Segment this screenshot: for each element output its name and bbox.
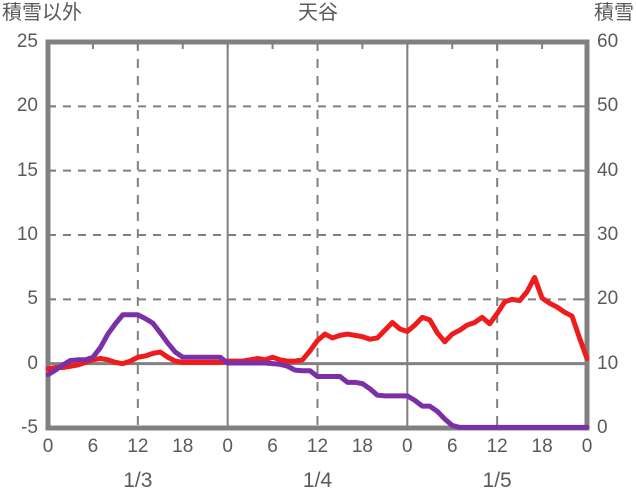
series-line-snow-depth: [45, 312, 590, 430]
y-axis-tick-label-right: 40: [597, 159, 619, 181]
x-axis-tick-label: 18: [172, 436, 194, 457]
x-axis-tick-label: 0: [222, 436, 233, 457]
x-axis-date-label: 1/3: [123, 469, 153, 492]
left-axis-title: 積雪以外: [2, 2, 82, 24]
x-axis-date-label: 1/5: [482, 469, 512, 492]
x-axis-tick-label: 6: [87, 436, 99, 457]
y-axis-tick-label-left: 5: [27, 288, 38, 310]
x-axis-tick-label: 12: [127, 436, 149, 457]
y-axis-tick-label-left: 15: [16, 159, 38, 181]
y-axis-tick-label-right: 30: [597, 224, 619, 245]
y-axis-tick-label-right: 60: [597, 31, 619, 52]
chart-title: 天谷: [298, 2, 338, 24]
x-axis-tick-label: 0: [42, 436, 54, 457]
tick-marks: [48, 42, 587, 365]
right-axis-title: 積雪: [594, 2, 634, 24]
y-axis-tick-label-right: 50: [597, 95, 619, 117]
y-axis-tick-label-left: 0: [27, 352, 38, 374]
y-axis-tick-label-right: 0: [597, 417, 608, 438]
y-axis-tick-label-left: -5: [21, 417, 38, 438]
y-axis-tick-label-right: 10: [597, 352, 619, 374]
x-axis-tick-label: 6: [267, 436, 278, 457]
y-axis-tick-label-right: 20: [597, 288, 619, 310]
x-axis-tick-label: 18: [531, 436, 553, 457]
y-axis-tick-label-left: 20: [16, 95, 38, 117]
series-layer: [45, 274, 590, 430]
x-axis-tick-label: 12: [306, 436, 329, 457]
x-axis-tick-label: 6: [446, 436, 458, 457]
y-axis-tick-label-left: 10: [16, 224, 38, 245]
x-axis-tick-label: 18: [351, 436, 373, 457]
grid-layer: [48, 42, 587, 428]
x-axis-tick-label: 0: [581, 436, 593, 457]
series-line-temperature: [45, 274, 590, 372]
x-axis-date-label: 1/4: [302, 469, 333, 492]
x-axis-tick-label: 0: [402, 436, 413, 457]
x-axis-tick-label: 12: [486, 436, 508, 457]
y-axis-tick-label-left: 25: [16, 31, 38, 52]
